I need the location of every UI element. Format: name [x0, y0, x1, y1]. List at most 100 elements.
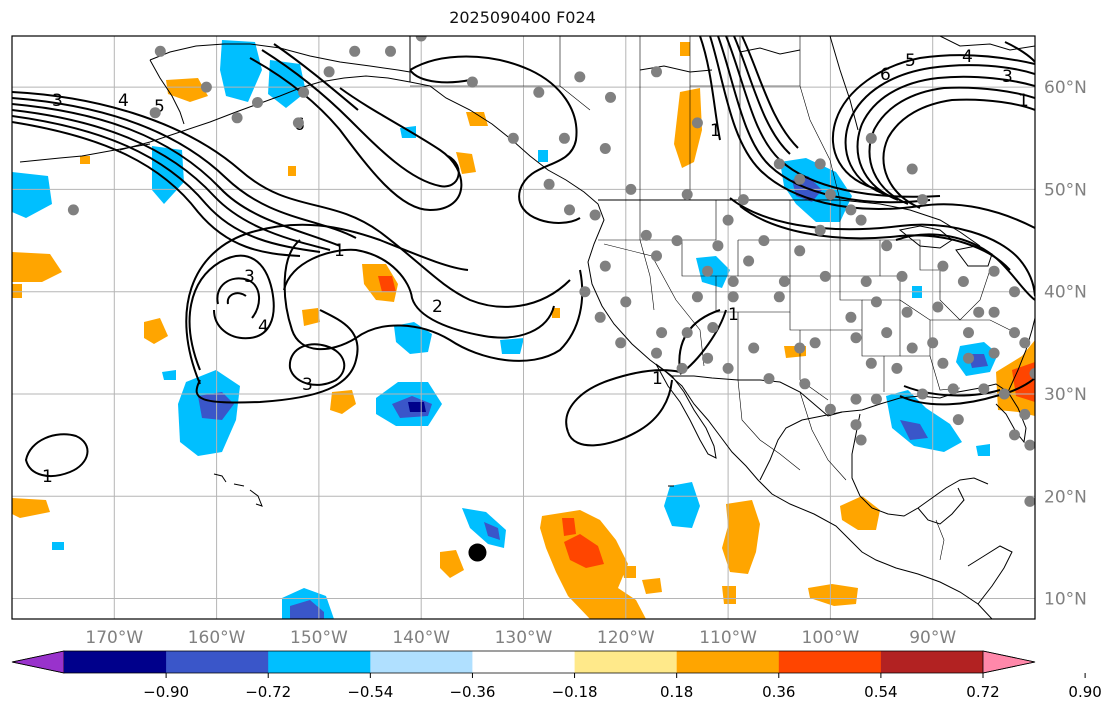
positive-area [552, 308, 560, 318]
station-dot [1009, 429, 1020, 441]
colorbar-segment [268, 651, 371, 673]
station-dot [855, 434, 867, 446]
station-dot [385, 45, 396, 57]
station-dot [763, 373, 775, 385]
positive-area [378, 276, 396, 292]
station-dot [850, 419, 862, 431]
station-dot [589, 209, 601, 221]
station-dot [599, 260, 611, 272]
contour-line [273, 43, 359, 111]
station-dot [737, 194, 749, 206]
positive-area [456, 152, 476, 174]
station-dot [605, 91, 616, 103]
contour-line [12, 109, 331, 251]
negative-area [484, 522, 500, 540]
lon-tick-label: 150°W [290, 628, 348, 648]
station-dot [712, 240, 724, 252]
contour-line [868, 86, 1035, 205]
negative-area [886, 390, 962, 452]
colorbar: −0.90 −0.72 −0.54 −0.36 −0.18 0.18 0.36 0.54 0.7… [11, 650, 1102, 701]
negative-area [976, 444, 990, 456]
contour-line [283, 239, 584, 362]
positive-area [808, 584, 858, 606]
negative-area [538, 150, 548, 162]
station-dot [881, 327, 893, 339]
station-dot [814, 224, 826, 236]
station-dot [998, 388, 1010, 400]
colorbar-tick-label: 0.72 [966, 683, 999, 701]
positive-area [722, 586, 736, 604]
contour-line [409, 55, 581, 224]
station-dot [865, 357, 877, 369]
station-dot [794, 342, 806, 354]
contour-line [283, 248, 555, 339]
station-dot [1029, 368, 1035, 379]
contour-line [567, 379, 673, 447]
station-dot [794, 173, 806, 185]
station-dot [651, 66, 662, 78]
positive-area [680, 42, 690, 56]
contour-label: 1 [1018, 91, 1029, 111]
station-dot [415, 36, 427, 42]
station-dot [1024, 495, 1035, 507]
contour-label: 3 [1002, 67, 1013, 87]
mexico-state [799, 391, 847, 481]
station-dot [845, 204, 857, 216]
contour-line [717, 36, 931, 204]
positive-area [466, 112, 488, 126]
station-dot [349, 45, 361, 57]
colorbar-extend-max [982, 650, 1036, 674]
station-dot [819, 270, 831, 282]
lat-tick-label: 50°N [1044, 180, 1087, 200]
station-dot [1009, 327, 1020, 339]
lon-tick-label: 140°W [392, 628, 450, 648]
station-dot [906, 342, 918, 354]
contour-line [678, 309, 721, 373]
baja-california [655, 363, 717, 459]
colorbar-tick-label: −0.54 [347, 683, 393, 701]
station-dot [824, 189, 836, 200]
contour-line [739, 205, 1011, 271]
contour-line [831, 54, 1035, 191]
positive-area [562, 518, 576, 536]
station-dot [707, 322, 719, 333]
station-dot [773, 158, 785, 170]
station-dot [881, 240, 893, 252]
lat-tick-label: 20°N [1044, 487, 1087, 507]
contour-label: 1 [334, 241, 345, 261]
station-dot [927, 337, 939, 349]
station-dot [298, 86, 310, 98]
state-line [861, 300, 901, 357]
station-dot [860, 276, 872, 287]
lon-tick-label: 130°W [495, 628, 553, 648]
positive-area [80, 156, 90, 164]
negative-area [462, 508, 506, 548]
station-dot [149, 107, 161, 119]
contour-label: 6 [880, 65, 891, 85]
colorbar-tick-label: −0.90 [143, 683, 189, 701]
station-dot [722, 214, 734, 226]
station-dot [625, 183, 637, 195]
station-dot [901, 306, 913, 318]
negative-area [268, 60, 306, 108]
contour-label: 3 [244, 267, 255, 287]
positive-area [564, 534, 604, 568]
contour-lines [12, 36, 1035, 477]
negative-area [52, 542, 64, 550]
contour-line [12, 97, 357, 239]
station-dot [640, 229, 652, 241]
lon-tick-label: 90°W [909, 628, 956, 648]
state-line [789, 239, 841, 277]
state-line [880, 239, 961, 321]
contour-label: 4 [962, 47, 973, 67]
lon-tick-label: 110°W [699, 628, 757, 648]
contour-label: 1 [652, 369, 663, 389]
colorbar-extend-min [11, 650, 65, 674]
station-dot [865, 132, 877, 144]
station-dot [651, 250, 662, 262]
colorbar-segment [166, 651, 269, 673]
station-dot [323, 66, 335, 78]
contour-line [895, 233, 1035, 301]
station-dot [957, 276, 969, 287]
